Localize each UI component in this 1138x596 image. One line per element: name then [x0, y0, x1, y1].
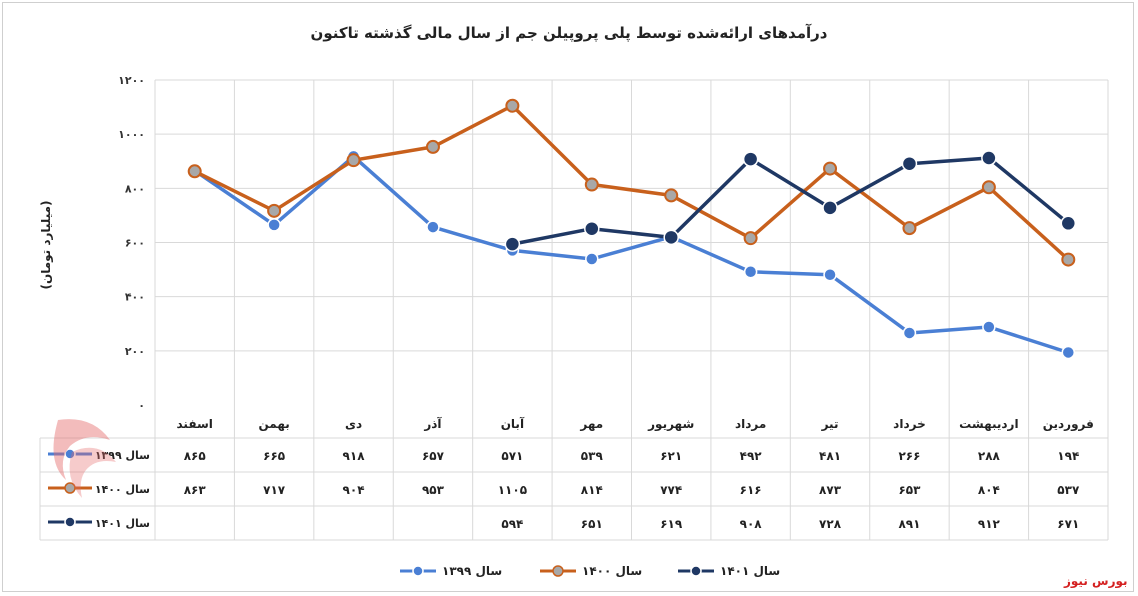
table-cell-value: ۵۹۴	[501, 517, 523, 531]
x-tick-label: شهریور	[647, 417, 694, 432]
data-point	[664, 188, 679, 203]
x-tick-label: مرداد	[735, 417, 766, 431]
data-point	[1060, 215, 1077, 232]
data-point	[1061, 345, 1076, 360]
data-point	[902, 326, 917, 340]
table-cell-value: ۲۶۶	[898, 449, 920, 463]
data-point	[823, 161, 838, 176]
table-cell-value: ۶۵۱	[581, 517, 603, 531]
table-cell-value: ۶۱۹	[660, 517, 683, 531]
data-point	[187, 164, 202, 179]
table-cell-value: ۶۷۱	[1057, 517, 1079, 531]
data-point	[901, 155, 918, 172]
data-point	[981, 150, 997, 166]
y-tick-label: ۱۰۰۰	[118, 128, 145, 141]
table-cell-value: ۷۱۷	[263, 483, 286, 497]
table-cell-value: ۴۸۱	[819, 449, 841, 463]
legend-key-marker	[690, 565, 702, 577]
data-point	[504, 236, 521, 252]
data-point	[267, 218, 281, 232]
data-point	[902, 221, 917, 236]
x-tick-label: دی	[345, 417, 362, 431]
x-tick-label: اسفند	[177, 417, 213, 431]
y-axis-label: (میلیارد تومان)	[39, 200, 54, 289]
table-series-name: سال ۱۴۰۰	[95, 483, 150, 496]
table-cell-value: ۸۰۴	[978, 483, 1000, 497]
table-series-name: سال ۱۴۰۱	[95, 517, 150, 530]
data-point	[823, 267, 837, 282]
series-line-2	[192, 103, 1071, 262]
x-tick-label: تیر	[821, 417, 839, 431]
table-cell-value: ۹۵۳	[422, 483, 445, 497]
y-tick-label: ۶۰۰	[125, 237, 145, 250]
data-point	[743, 265, 758, 279]
x-tick-label: آذر	[423, 416, 442, 431]
x-tick-label: اردیبهشت	[959, 417, 1018, 431]
table-cell-value: ۵۳۷	[1057, 483, 1080, 497]
table-cell-value: ۸۶۵	[184, 449, 206, 463]
table-cell-value: ۵۳۹	[581, 449, 604, 463]
data-point	[982, 320, 996, 334]
table-cell-value: ۶۱۶	[740, 483, 762, 497]
table-cell-value: ۹۱۲	[978, 517, 1001, 531]
table-legend-key-marker	[64, 448, 76, 460]
x-tick-label: مهر	[579, 417, 603, 431]
x-tick-label: آبان	[501, 416, 525, 431]
logo-mark	[53, 419, 110, 480]
data-point	[1061, 252, 1076, 267]
x-tick-label: فروردین	[1043, 417, 1094, 432]
data-point	[663, 229, 679, 246]
data-point	[743, 231, 758, 246]
source-watermark: بورس نیوز	[1064, 574, 1128, 588]
table-cell-value: ۱۱۰۵	[498, 483, 527, 497]
series-line-3	[510, 156, 1071, 246]
table-cell-value: ۹۱۸	[343, 449, 366, 463]
table-cell-value: ۸۶۳	[184, 483, 207, 497]
table-cell-value: ۷۲۸	[819, 517, 842, 531]
table-cell-value: ۵۷۱	[501, 449, 523, 463]
table-cell-value: ۹۰۴	[343, 483, 365, 497]
y-tick-label: ۲۰۰	[125, 345, 145, 358]
table-series-name: سال ۱۳۹۹	[95, 449, 150, 462]
x-tick-label: خرداد	[893, 417, 926, 431]
y-tick-label: ۰	[138, 399, 145, 412]
logo-mark	[69, 447, 116, 498]
table-legend-key-marker	[64, 516, 76, 528]
chart-title: درآمدهای ارائه‌شده توسط پلی پروپیلن جم ا…	[311, 24, 828, 43]
table-cell-value: ۶۵۷	[422, 449, 445, 463]
y-tick-label: ۴۰۰	[125, 291, 145, 304]
legend-key-marker	[412, 565, 424, 577]
table-cell-value: ۷۷۴	[660, 483, 682, 497]
legend-key-marker	[552, 565, 564, 577]
data-point	[584, 177, 599, 192]
legend-entry: سال ۱۴۰۱	[720, 564, 780, 578]
data-point	[346, 153, 361, 168]
data-point	[822, 200, 838, 216]
table-cell-value: ۶۲۱	[660, 449, 682, 463]
data-point	[505, 98, 520, 113]
data-point	[426, 220, 440, 234]
table-cell-value: ۱۹۴	[1057, 449, 1079, 463]
table-legend-key-marker	[64, 482, 76, 494]
table-cell-value: ۸۱۴	[581, 483, 603, 497]
table-cell-value: ۶۵۳	[898, 483, 921, 497]
legend-entry: سال ۱۳۹۹	[442, 564, 502, 578]
table-cell-value: ۲۸۸	[978, 449, 1001, 463]
table-cell-value: ۹۰۸	[740, 517, 763, 531]
data-point	[585, 252, 599, 266]
data-point	[981, 180, 996, 195]
table-cell-value: ۸۹۱	[898, 517, 920, 531]
y-tick-label: ۸۰۰	[125, 182, 145, 195]
table-cell-value: ۴۹۲	[740, 449, 763, 463]
x-tick-label: بهمن	[258, 417, 289, 431]
data-point	[742, 151, 759, 167]
table-cell-value: ۶۶۵	[263, 449, 285, 463]
legend-entry: سال ۱۴۰۰	[582, 564, 642, 578]
data-point	[584, 220, 600, 237]
y-tick-label: ۱۲۰۰	[118, 74, 145, 87]
data-point	[425, 139, 440, 154]
table-cell-value: ۸۷۳	[819, 483, 842, 497]
data-point	[267, 203, 282, 218]
